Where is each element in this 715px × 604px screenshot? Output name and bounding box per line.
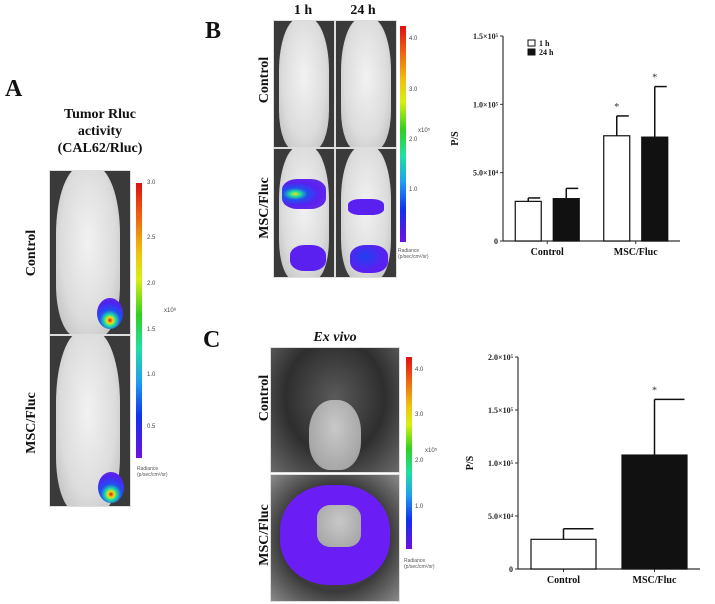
y-tick-label: 2.0×10⁵ [488,353,514,362]
colorbar-tick: 1.0 [415,504,424,510]
panel-c-image-msc [270,474,400,602]
y-tick-label: 1.5×10⁵ [473,32,499,41]
panel-b-image-control-24h [335,20,397,148]
legend-label: 24 h [539,48,554,57]
lower-signal [350,245,388,273]
y-tick-label: 1.0×10⁵ [473,100,499,109]
panel-c-title: Ex vivo [313,330,357,345]
y-axis-label: P/S [465,455,476,470]
bar [641,136,669,242]
legend-swatch [527,39,536,47]
panel-a-row-label-control: Control [12,230,52,276]
legend-swatch [527,48,536,56]
mouse-silhouette [279,21,329,147]
colorbar-tick: 0.5 [147,424,156,430]
y-tick-label: 0 [509,565,513,574]
colorbar-exponent: x10⁵ [418,128,431,134]
panel-a-colorbar [136,183,142,458]
bar [530,538,597,570]
colorbar-unit-line: Radiance [398,248,420,254]
panel-a-image-control [49,170,131,335]
significance-marker: * [652,73,657,84]
y-tick-label: 1.5×10⁵ [488,406,514,415]
bar [621,454,688,570]
row-label: Control [24,229,39,277]
tissue-sample [309,400,361,470]
y-tick-label: 5.0×10⁴ [488,512,514,521]
panel-c-colorbar [406,357,412,549]
colorbar-unit-line: (p/sec/cm²/sr) [137,472,168,478]
significance-marker: * [652,385,657,396]
panel-b-bar-chart: 0 5.0×10⁴ 1.0×10⁵ 1.5×10⁵ P/S Control MSC/Fluc… [450,32,680,258]
panel-a-letter: A [5,76,23,102]
bar [603,135,631,242]
panel-c-letter: C [203,327,221,353]
lung-signal [282,179,326,209]
panel-a-title: Tumor Rluc activity (CAL62/Rluc) [40,106,160,157]
y-tick-label: 5.0×10⁴ [473,169,499,178]
colorbar-unit: Radiance (p/sec/cm²/sr) [404,558,435,570]
colorbar-tick: 3.0 [147,180,156,186]
x-tick-label: Control [547,575,580,586]
colorbar-tick: 1.5 [147,327,156,333]
column-header-1h: 1 h [293,3,313,18]
colorbar-unit: Radiance (p/sec/cm²/sr) [398,248,429,260]
y-axis-label: P/S [450,131,461,146]
colorbar-tick: 2.0 [147,281,156,287]
panel-a-image-msc [49,335,131,507]
legend-label: 1 h [539,39,550,48]
panel-c-image-control [270,347,400,473]
colorbar-exponent: x10⁸ [164,308,177,314]
colorbar-tick: 1.0 [147,372,156,378]
colorbar-exponent: x10⁵ [425,448,438,454]
colorbar-tick: 2.0 [415,458,424,464]
column-header-24h: 24 h [350,3,376,18]
row-label: MSC/Fluc [24,392,39,454]
panel-b-colorbar [400,26,406,242]
colorbar-unit-line: (p/sec/cm²/sr) [404,564,435,570]
panel-b-letter: B [205,18,222,44]
tissue-sample [317,505,361,547]
panel-a-title-line: Tumor Rluc [64,107,136,122]
colorbar-tick: 2.5 [147,235,156,241]
colorbar-tick: 3.0 [409,87,418,93]
lower-signal [290,245,326,271]
panel-b-image-msc-24h [335,148,397,278]
panel-a-row-label-msc: MSC/Fluc [12,392,52,453]
tumor-signal [98,472,124,503]
colorbar-tick: 4.0 [409,36,418,42]
colorbar-unit-line: Radiance [137,466,159,472]
colorbar-unit-line: (p/sec/cm²/sr) [398,254,429,260]
y-tick-label: 0 [494,237,498,246]
panel-b-image-msc-1h [273,148,335,278]
row-label: MSC/Fluc [257,177,272,239]
mouse-silhouette [341,21,391,147]
panel-a-title-line: (CAL62/Rluc) [57,141,143,156]
y-tick-label: 1.0×10⁵ [488,459,514,468]
x-tick-label: Control [531,247,564,258]
significance-marker: * [614,102,619,113]
bar [552,198,580,242]
lung-signal [348,199,384,215]
panel-a-title-line: activity [77,124,123,139]
colorbar-unit-line: Radiance [404,558,426,564]
x-tick-label: MSC/Fluc [614,247,658,258]
colorbar-tick: 4.0 [415,367,424,373]
colorbar-tick: 3.0 [415,412,424,418]
colorbar-tick: 2.0 [409,137,418,143]
tumor-signal [97,298,123,329]
panel-b-image-control-1h [273,20,335,148]
colorbar-unit: Radiance (p/sec/cm²/sr) [137,466,168,478]
colorbar-tick: 1.0 [409,187,418,193]
bar [514,200,542,242]
row-label: Control [257,56,272,104]
panel-c-bar-chart: 0 5.0×10⁴ 1.0×10⁵ 1.5×10⁵ 2.0×10⁵ P/S Control M… [465,353,700,586]
x-tick-label: MSC/Fluc [633,575,677,586]
